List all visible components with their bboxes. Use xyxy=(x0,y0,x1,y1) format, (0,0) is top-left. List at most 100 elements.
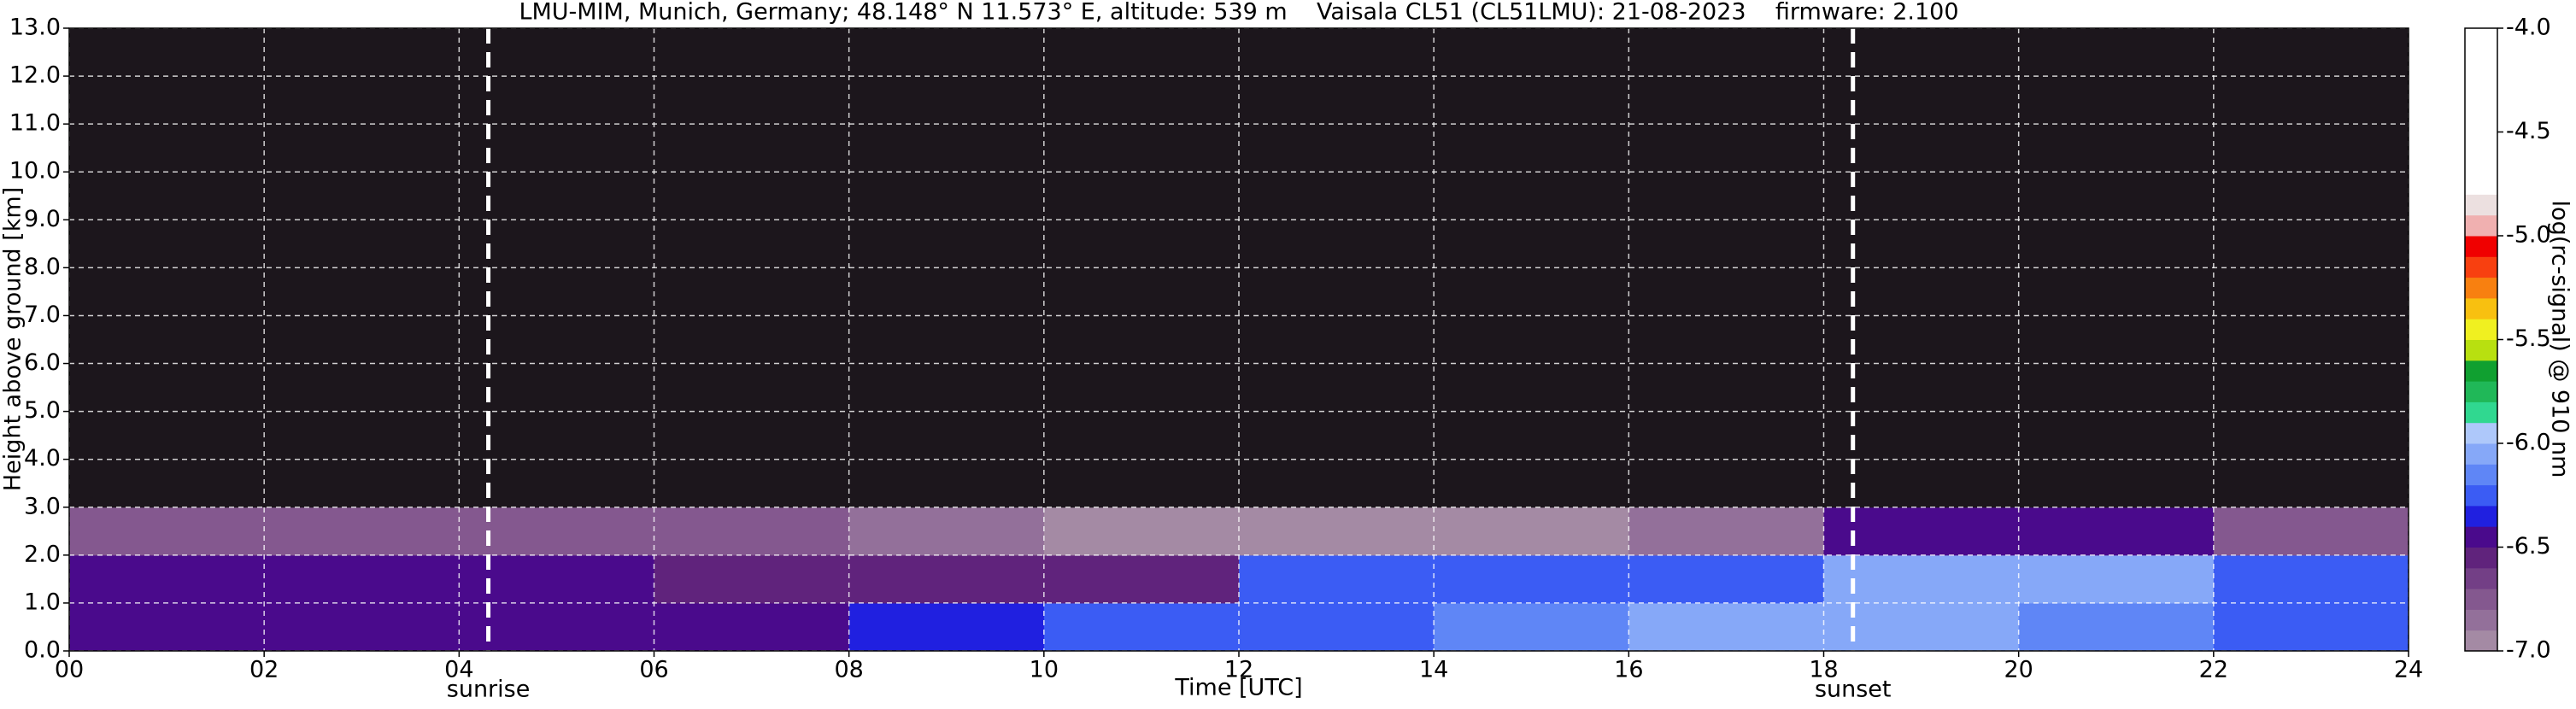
heatmap-cell xyxy=(459,411,654,460)
heatmap-cell xyxy=(2213,411,2409,460)
colorbar-segment xyxy=(2465,194,2497,216)
heatmap-cell xyxy=(264,267,460,316)
x-tick-label: 16 xyxy=(1614,657,1643,683)
heatmap-cell xyxy=(1043,28,1240,77)
heatmap-cell xyxy=(264,459,460,508)
x-tick-label: 18 xyxy=(1809,657,1838,683)
colorbar-segment xyxy=(2465,256,2497,278)
heatmap-cell xyxy=(1628,459,1824,508)
x-tick-label: 22 xyxy=(2199,657,2228,683)
heatmap-cell xyxy=(69,267,265,316)
heatmap-cell xyxy=(1043,124,1240,173)
y-tick-label: 13.0 xyxy=(9,15,61,41)
x-tick-label: 00 xyxy=(55,657,84,683)
heatmap-cell xyxy=(69,363,265,413)
heatmap-cell xyxy=(2213,602,2409,652)
heatmap-cell xyxy=(2018,507,2215,556)
heatmap-cell xyxy=(1434,315,1629,365)
heatmap-cell xyxy=(69,172,265,220)
heatmap-cell xyxy=(1823,459,2020,508)
heatmap-cell xyxy=(1434,76,1629,125)
heatmap-cell xyxy=(1043,172,1240,220)
heatmap-cell xyxy=(1434,267,1629,316)
heatmap-cell xyxy=(1434,363,1629,413)
heatmap-cell xyxy=(654,507,850,556)
chart-title: LMU-MIM, Munich, Germany; 48.148° N 11.5… xyxy=(519,0,1958,26)
colorbar-segment xyxy=(2465,443,2497,465)
colorbar-segment xyxy=(2465,90,2497,112)
colorbar-segment xyxy=(2465,152,2497,174)
heatmap-cell xyxy=(2213,554,2409,604)
y-tick-label: 5.0 xyxy=(24,397,61,424)
heatmap-cell xyxy=(848,507,1045,556)
heatmap-cell xyxy=(459,507,654,556)
heatmap-cell xyxy=(654,172,850,220)
heatmap-cell xyxy=(1043,554,1240,604)
heatmap-cell xyxy=(1434,124,1629,173)
colorbar-segment xyxy=(2465,339,2497,361)
y-tick-label: 9.0 xyxy=(24,206,61,232)
heatmap-cell xyxy=(848,459,1045,508)
y-axis-label: Height above ground [km] xyxy=(0,187,26,491)
colorbar-segment xyxy=(2465,526,2497,548)
heatmap-cell xyxy=(69,28,265,77)
heatmap-cell xyxy=(654,602,850,652)
heatmap-cell xyxy=(654,124,850,173)
colorbar-segment xyxy=(2465,111,2497,132)
heatmap-cell xyxy=(654,554,850,604)
event-label: sunrise xyxy=(447,677,531,703)
heatmap-cell xyxy=(1239,602,1435,652)
heatmap-cell xyxy=(848,363,1045,413)
heatmap-cell xyxy=(654,220,850,268)
colorbar-segment xyxy=(2465,132,2497,154)
heatmap-cell xyxy=(848,124,1045,173)
heatmap-cell xyxy=(1628,315,1824,365)
heatmap-cell xyxy=(848,602,1045,652)
heatmap-cell xyxy=(2018,28,2215,77)
heatmap-cell xyxy=(1239,172,1435,220)
heatmap-cell xyxy=(654,411,850,460)
heatmap-cell xyxy=(2018,267,2215,316)
heatmap-cell xyxy=(2213,124,2409,173)
heatmap-cell xyxy=(1628,602,1824,652)
heatmap-cell xyxy=(1239,554,1435,604)
heatmap-cell xyxy=(848,220,1045,268)
colorbar-segment xyxy=(2465,381,2497,402)
heatmap-cell xyxy=(69,411,265,460)
heatmap-cell xyxy=(69,459,265,508)
x-tick-label: 04 xyxy=(444,657,473,683)
heatmap-cell xyxy=(2018,411,2215,460)
heatmap-cell xyxy=(1043,220,1240,268)
heatmap-cell xyxy=(1434,28,1629,77)
heatmap-cell xyxy=(1628,76,1824,125)
heatmap-cell xyxy=(654,363,850,413)
plot-frame xyxy=(68,27,2409,652)
x-tick-label: 20 xyxy=(2004,657,2033,683)
heatmap-cell xyxy=(459,28,654,77)
colorbar-segment xyxy=(2465,609,2497,631)
heatmap-cell xyxy=(459,602,654,652)
heatmap-cell xyxy=(459,172,654,220)
heatmap-cell xyxy=(2018,315,2215,365)
heatmap-cell xyxy=(1043,267,1240,316)
colorbar-segment xyxy=(2465,28,2497,50)
heatmap-cell xyxy=(2213,507,2409,556)
heatmap-cell xyxy=(1628,220,1824,268)
heatmap-cell xyxy=(1434,554,1629,604)
heatmap-cell xyxy=(1434,411,1629,460)
heatmap-cell xyxy=(1239,28,1435,77)
colorbar-segment xyxy=(2465,630,2497,652)
colorbar-label: log(rc-signal) @ 910 nm xyxy=(2547,201,2573,478)
colorbar-segment xyxy=(2465,214,2497,237)
heatmap-cell xyxy=(1043,507,1240,556)
heatmap-cell xyxy=(1823,554,2020,604)
colorbar-segment xyxy=(2465,422,2497,444)
heatmap-cell xyxy=(264,76,460,125)
colorbar-segment xyxy=(2465,464,2497,486)
heatmap-cell xyxy=(848,267,1045,316)
heatmap-cell xyxy=(1823,28,2020,77)
heatmap-cell xyxy=(2213,172,2409,220)
colorbar-tick-label: -5.0 xyxy=(2506,222,2551,249)
heatmap-cell xyxy=(848,554,1045,604)
heatmap-cell xyxy=(459,554,654,604)
